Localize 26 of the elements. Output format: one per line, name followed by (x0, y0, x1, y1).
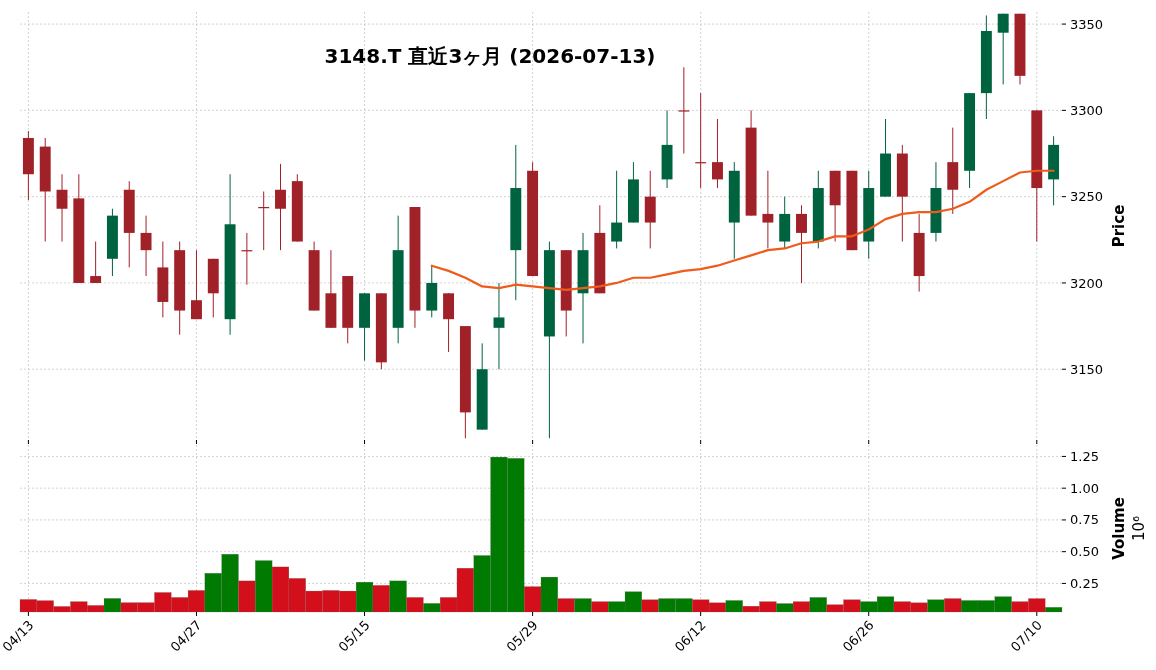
y-tick-label: 3150 (1070, 361, 1104, 377)
y-tick-label: 3300 (1070, 102, 1104, 118)
y-tick-label: 3200 (1070, 275, 1104, 291)
text: 10⁶ (1130, 515, 1148, 542)
y-axis-title: Price (1110, 204, 1128, 248)
candlestick (56, 173, 68, 243)
candlestick (796, 204, 807, 284)
y-tick-label: 0.75 (1070, 512, 1099, 528)
candlestick (997, 13, 1009, 85)
y-tick-label: 1.25 (1070, 448, 1099, 464)
candlestick (712, 118, 723, 189)
candlestick (191, 249, 202, 320)
candlestick (275, 163, 286, 251)
y-tick-label: 0.25 (1070, 575, 1099, 591)
candlestick (90, 241, 102, 284)
candlestick (678, 66, 690, 155)
candlestick (762, 170, 774, 249)
y-tick-label: 3250 (1070, 189, 1104, 205)
y-axis-title: Volume (1110, 497, 1128, 560)
y-tick-label: 0.50 (1070, 544, 1099, 560)
candlestick (493, 282, 505, 370)
text: 3148.T 直近3ヶ月 (2026-07-13) (324, 44, 656, 68)
candlestick (140, 215, 152, 277)
candlestick (611, 170, 623, 249)
y-tick-label: 1.00 (1070, 480, 1099, 496)
y-tick-label: 3350 (1070, 16, 1104, 32)
